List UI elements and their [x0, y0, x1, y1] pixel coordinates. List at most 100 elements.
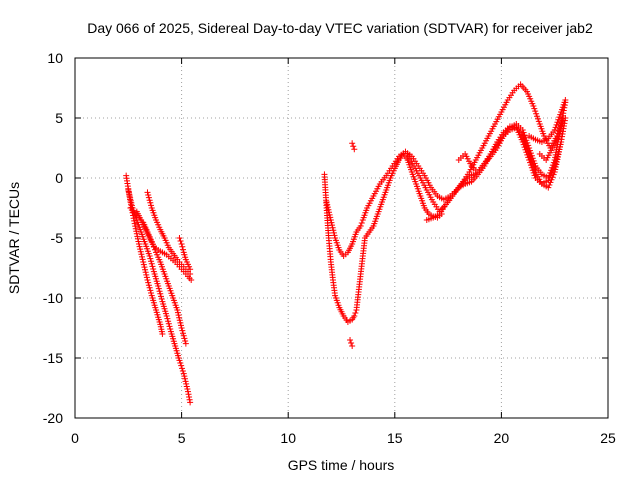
data-point [131, 220, 138, 227]
data-point [330, 227, 337, 234]
data-point [165, 318, 172, 325]
data-point [159, 331, 166, 337]
y-tick-label: -20 [43, 410, 63, 426]
data-point [132, 225, 139, 232]
data-point [126, 192, 133, 199]
data-point [523, 137, 530, 144]
data-point [137, 248, 144, 255]
data-point [347, 337, 354, 343]
data-point [546, 172, 553, 179]
x-tick-label: 5 [178, 430, 186, 446]
data-point [557, 127, 564, 134]
data-point [127, 194, 134, 201]
data-point [182, 378, 189, 385]
data-points [123, 81, 569, 406]
data-point [524, 139, 531, 146]
data-point [144, 189, 151, 196]
data-point [556, 114, 563, 121]
data-point [146, 253, 153, 259]
data-point [181, 373, 188, 380]
data-point [188, 277, 195, 283]
y-tick-label: 0 [55, 170, 63, 186]
data-point [329, 222, 336, 229]
data-point [529, 155, 536, 162]
data-point [522, 134, 529, 141]
data-point [557, 111, 564, 118]
data-point [350, 143, 357, 150]
data-point [175, 312, 182, 319]
x-tick-label: 15 [387, 430, 403, 446]
data-point [528, 152, 535, 159]
data-point [550, 159, 557, 166]
data-point [559, 112, 566, 119]
data-point [178, 325, 185, 331]
grid [75, 58, 608, 418]
data-point [176, 314, 183, 321]
data-point [138, 251, 145, 258]
data-point [166, 323, 173, 330]
data-point [349, 343, 356, 349]
data-point [133, 228, 140, 235]
data-point [550, 171, 557, 178]
data-point [143, 271, 150, 278]
x-tick-label: 10 [280, 430, 296, 446]
data-point [177, 238, 184, 244]
data-point [155, 285, 162, 292]
data-point [351, 313, 358, 319]
data-point [548, 167, 555, 174]
data-point [164, 315, 171, 322]
y-tick-label: -5 [51, 230, 64, 246]
data-point [325, 206, 332, 213]
data-point [555, 116, 562, 123]
data-point [135, 238, 142, 245]
data-point [148, 202, 155, 209]
data-point [558, 125, 565, 132]
data-point [140, 259, 147, 265]
data-point [184, 386, 191, 393]
data-point [157, 293, 164, 300]
data-point [174, 307, 181, 313]
data-point [530, 157, 537, 164]
data-point [348, 340, 355, 346]
data-point [158, 296, 165, 302]
data-point [174, 309, 181, 316]
data-point [135, 241, 142, 247]
data-point [133, 230, 140, 237]
data-point [525, 142, 532, 149]
data-point [349, 140, 356, 147]
data-point [127, 197, 134, 204]
data-point [179, 365, 186, 372]
data-point [156, 288, 163, 295]
chart-title: Day 066 of 2025, Sidereal Day-to-day VTE… [87, 20, 593, 36]
data-point [531, 105, 538, 112]
data-point [326, 209, 333, 216]
data-point [136, 243, 143, 250]
data-point [531, 160, 538, 167]
data-point [551, 127, 558, 133]
data-point [125, 189, 132, 196]
data-point [562, 97, 569, 103]
data-point [187, 399, 194, 406]
data-point [148, 290, 155, 296]
data-point [519, 127, 526, 133]
data-point [155, 283, 162, 289]
data-point [184, 388, 191, 395]
data-point [549, 162, 556, 169]
data-point [186, 394, 193, 400]
data-point [179, 367, 186, 374]
data-point [521, 132, 528, 139]
data-point [531, 166, 538, 173]
data-point [326, 211, 333, 218]
data-point [520, 129, 527, 136]
data-point [163, 313, 170, 319]
y-axis-ticks: -20 -15 -10 -5 0 5 10 [43, 50, 608, 426]
data-point [560, 117, 567, 124]
data-point [145, 194, 152, 201]
data-point [141, 264, 148, 271]
data-point [331, 232, 338, 239]
data-point [527, 147, 534, 154]
data-point [545, 184, 552, 191]
data-point [144, 277, 151, 283]
data-point [177, 319, 184, 326]
